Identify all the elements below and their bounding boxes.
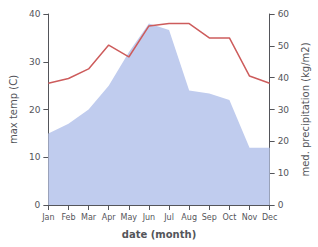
svg-text:40: 40 (278, 73, 290, 83)
svg-text:Nov: Nov (242, 213, 258, 222)
svg-text:Feb: Feb (61, 213, 75, 222)
svg-text:0: 0 (278, 200, 284, 210)
svg-text:20: 20 (29, 105, 41, 115)
svg-text:med. precipitation (kg/m2): med. precipitation (kg/m2) (300, 42, 311, 176)
svg-text:May: May (121, 213, 138, 222)
svg-text:10: 10 (29, 152, 41, 162)
svg-text:30: 30 (29, 57, 41, 67)
svg-text:60: 60 (278, 9, 290, 19)
svg-text:Apr: Apr (102, 213, 117, 222)
svg-text:10: 10 (278, 168, 290, 178)
svg-text:Jul: Jul (163, 213, 174, 222)
svg-text:Jan: Jan (41, 213, 54, 222)
svg-text:Jun: Jun (142, 213, 156, 222)
svg-text:Sep: Sep (202, 213, 217, 222)
svg-text:20: 20 (278, 136, 290, 146)
svg-text:30: 30 (278, 105, 290, 115)
svg-text:date (month): date (month) (122, 229, 196, 240)
svg-text:50: 50 (278, 41, 290, 51)
svg-text:Aug: Aug (181, 213, 197, 222)
svg-text:0: 0 (35, 200, 41, 210)
svg-text:Mar: Mar (81, 213, 97, 222)
svg-text:max temp (C): max temp (C) (8, 75, 19, 144)
svg-text:Oct: Oct (222, 213, 236, 222)
svg-text:40: 40 (29, 9, 41, 19)
svg-text:Dec: Dec (262, 213, 277, 222)
